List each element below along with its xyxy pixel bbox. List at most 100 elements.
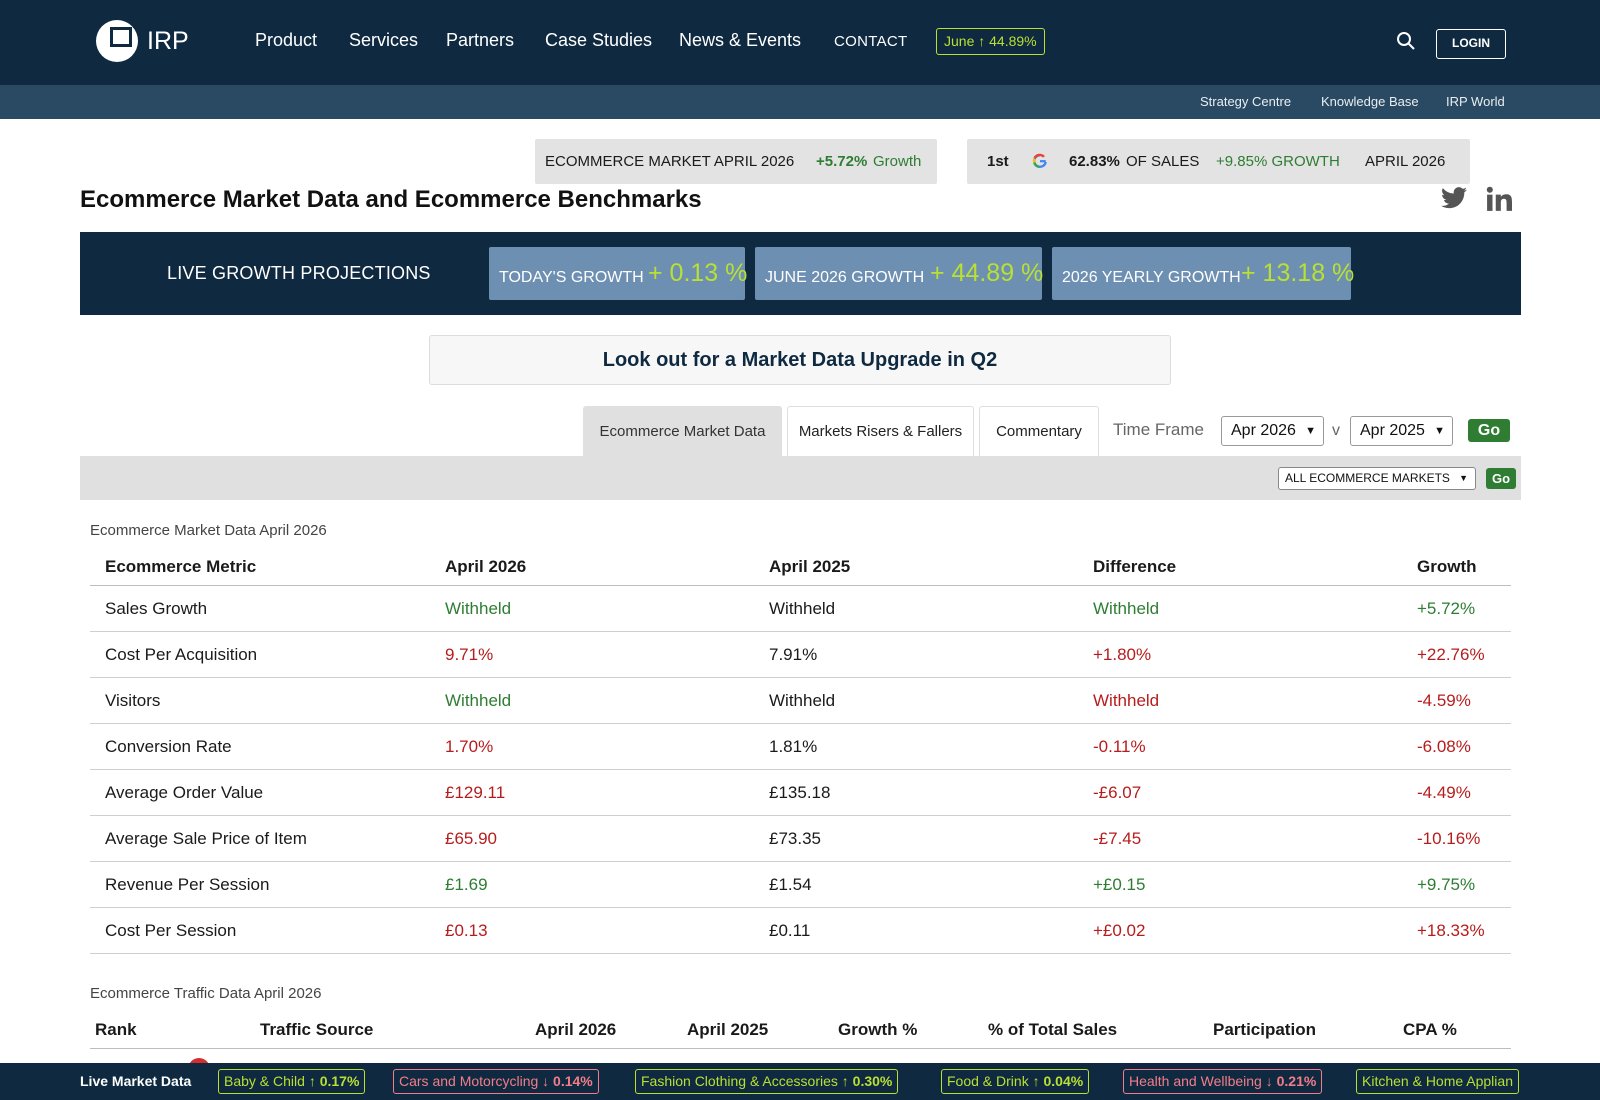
market-box-label: ECOMMERCE MARKET APRIL 2026	[545, 153, 795, 170]
ticker-item[interactable]: Health and Wellbeing ↓ 0.21%	[1123, 1069, 1323, 1094]
nav-news-events[interactable]: News & Events	[679, 30, 802, 50]
metric-growth: +9.75%	[1417, 875, 1476, 894]
growth-band-label: LIVE GROWTH PROJECTIONS	[167, 263, 431, 283]
ticker-item[interactable]: Food & Drink ↑ 0.04%	[941, 1069, 1090, 1094]
market-filter-go-button[interactable]: Go	[1486, 468, 1516, 489]
metric-current: 1.70%	[445, 737, 494, 756]
ticker-item-name: Fashion Clothing & Accessories	[641, 1073, 838, 1089]
live-growth-projections: LIVE GROWTH PROJECTIONS TODAY'S GROWTH +…	[80, 232, 1521, 315]
timeframe-go-button[interactable]: Go	[1468, 419, 1510, 442]
subnav-knowledge-base[interactable]: Knowledge Base	[1321, 94, 1419, 109]
header-rank: Rank	[95, 1020, 137, 1039]
table-row: Conversion Rate 1.70% 1.81% -0.11% -6.08…	[90, 724, 1511, 770]
nav-partners[interactable]: Partners	[446, 30, 515, 50]
metric-difference: -£7.45	[1093, 829, 1142, 848]
metric-current: £0.13	[445, 921, 488, 940]
chevron-down-icon: ▼	[1459, 473, 1468, 483]
search-icon[interactable]	[1396, 31, 1416, 51]
header-current: April 2026	[445, 557, 527, 576]
table-row: Sales Growth Withheld Withheld Withheld …	[90, 586, 1511, 632]
subnav-irp-world[interactable]: IRP World	[1446, 94, 1505, 109]
metric-previous: £135.18	[769, 783, 831, 802]
market-growth-box[interactable]: ECOMMERCE MARKET APRIL 2026 +5.72% Growt…	[535, 139, 937, 184]
ticker-item[interactable]: Kitchen & Home Applian	[1356, 1069, 1519, 1094]
ticker-item-change: ↑ 0.17%	[308, 1073, 360, 1089]
ticker-item-name: Health and Wellbeing	[1129, 1073, 1262, 1089]
chevron-down-icon: ▼	[1434, 425, 1445, 437]
metric-current: £65.90	[445, 829, 497, 848]
metric-current: Withheld	[445, 599, 512, 618]
subnav-strategy-centre[interactable]: Strategy Centre	[1200, 94, 1292, 109]
timeframe-to-select[interactable]: Apr 2025 ▼	[1350, 416, 1453, 446]
irp-logo[interactable]: IRP	[95, 18, 195, 64]
metric-growth: +22.76%	[1417, 645, 1485, 664]
metric-growth: -10.16%	[1417, 829, 1481, 848]
metric-current: 9.71%	[445, 645, 494, 664]
upgrade-banner: Look out for a Market Data Upgrade in Q2	[429, 335, 1171, 385]
tab-markets-risers-fallers[interactable]: Markets Risers & Fallers	[787, 406, 974, 456]
june-growth-badge[interactable]: June ↑ 44.89%	[936, 28, 1045, 55]
linkedin-icon[interactable]	[1486, 186, 1512, 212]
todays-growth-label: TODAY'S GROWTH	[499, 269, 644, 286]
google-icon	[1032, 153, 1047, 168]
metric-difference: +£0.02	[1093, 921, 1146, 940]
metric-difference: -0.11%	[1093, 737, 1146, 756]
page-title: Ecommerce Market Data and Ecommerce Benc…	[80, 186, 702, 213]
google-period: APRIL 2026	[1365, 153, 1446, 170]
metric-growth: -6.08%	[1417, 737, 1471, 756]
ticker-item-change: ↓ 0.21%	[1265, 1073, 1317, 1089]
metric-growth: -4.49%	[1417, 783, 1471, 802]
tab-commentary[interactable]: Commentary	[979, 406, 1099, 456]
metric-previous: 1.81%	[769, 737, 818, 756]
nav-case-studies[interactable]: Case Studies	[545, 30, 653, 50]
june-growth-box: JUNE 2026 GROWTH + 44.89 %	[755, 247, 1043, 300]
timeframe-from-select[interactable]: Apr 2026 ▼	[1221, 416, 1324, 446]
logo-text: IRP	[147, 26, 189, 55]
table-row: Cost Per Session £0.13 £0.11 +£0.02 +18.…	[90, 908, 1511, 954]
ticker-item[interactable]: Cars and Motorcycling ↓ 0.14%	[393, 1069, 599, 1094]
metric-difference: Withheld	[1093, 599, 1160, 618]
ticker-item[interactable]: Baby & Child ↑ 0.17%	[218, 1069, 366, 1094]
table-row: Visitors Withheld Withheld Withheld -4.5…	[90, 678, 1511, 724]
login-button[interactable]: LOGIN	[1436, 29, 1506, 59]
ticker-item-name: Cars and Motorcycling	[399, 1073, 539, 1089]
irp-logo-icon	[96, 20, 138, 62]
header-traffic-source: Traffic Source	[260, 1020, 374, 1039]
sub-navigation: Strategy Centre Knowledge Base IRP World	[0, 85, 1600, 119]
yearly-growth-value: + 13.18 %	[1241, 259, 1355, 287]
metric-name: Cost Per Session	[105, 921, 237, 940]
metric-name: Revenue Per Session	[105, 875, 270, 894]
market-filter-select[interactable]: ALL ECOMMERCE MARKETS ▼	[1278, 467, 1476, 490]
market-table-caption: Ecommerce Market Data April 2026	[90, 522, 327, 539]
twitter-icon[interactable]	[1441, 186, 1467, 210]
metric-name: Average Sale Price of Item	[105, 829, 307, 848]
metric-previous: £0.11	[769, 921, 811, 940]
header-april-2026: April 2026	[535, 1020, 617, 1039]
yearly-growth-box: 2026 YEARLY GROWTH + 13.18 %	[1052, 247, 1355, 300]
versus-label: v	[1332, 422, 1340, 439]
timeframe-to-value: Apr 2025	[1360, 422, 1425, 439]
google-share-box[interactable]: 1st 62.83% OF SALES +9.85% GROWTH APRIL …	[967, 139, 1470, 184]
top-navigation: IRP Product Services Partners Case Studi…	[0, 0, 1600, 85]
metric-difference: +£0.15	[1093, 875, 1146, 894]
ticker-item[interactable]: Fashion Clothing & Accessories ↑ 0.30%	[635, 1069, 899, 1094]
nav-services[interactable]: Services	[349, 30, 419, 50]
tab-ecommerce-market-data[interactable]: Ecommerce Market Data	[583, 406, 782, 456]
table-header-row: Ecommerce Metric April 2026 April 2025 D…	[90, 552, 1511, 586]
google-growth: +9.85% GROWTH	[1216, 153, 1340, 170]
metric-name: Average Order Value	[105, 783, 264, 802]
header-cpa-pct: CPA %	[1403, 1020, 1457, 1039]
ticker-item-name: Kitchen & Home Applian	[1362, 1073, 1513, 1089]
metric-name: Conversion Rate	[105, 737, 232, 756]
nav-product[interactable]: Product	[255, 30, 318, 50]
metric-current: £129.11	[445, 783, 506, 802]
table-row: Cost Per Acquisition 9.71% 7.91% +1.80% …	[90, 632, 1511, 678]
header-previous: April 2025	[769, 557, 851, 576]
metric-previous: £73.35	[769, 829, 821, 848]
ticker-title: Live Market Data	[80, 1073, 192, 1089]
todays-growth-box: TODAY'S GROWTH + 0.13 %	[489, 247, 747, 300]
header-participation: Participation	[1213, 1020, 1316, 1039]
ticker-track: Baby & Child ↑ 0.17% Cars and Motorcycli…	[218, 1069, 1521, 1095]
google-share-label: OF SALES	[1126, 153, 1200, 170]
nav-contact[interactable]: CONTACT	[834, 33, 908, 50]
